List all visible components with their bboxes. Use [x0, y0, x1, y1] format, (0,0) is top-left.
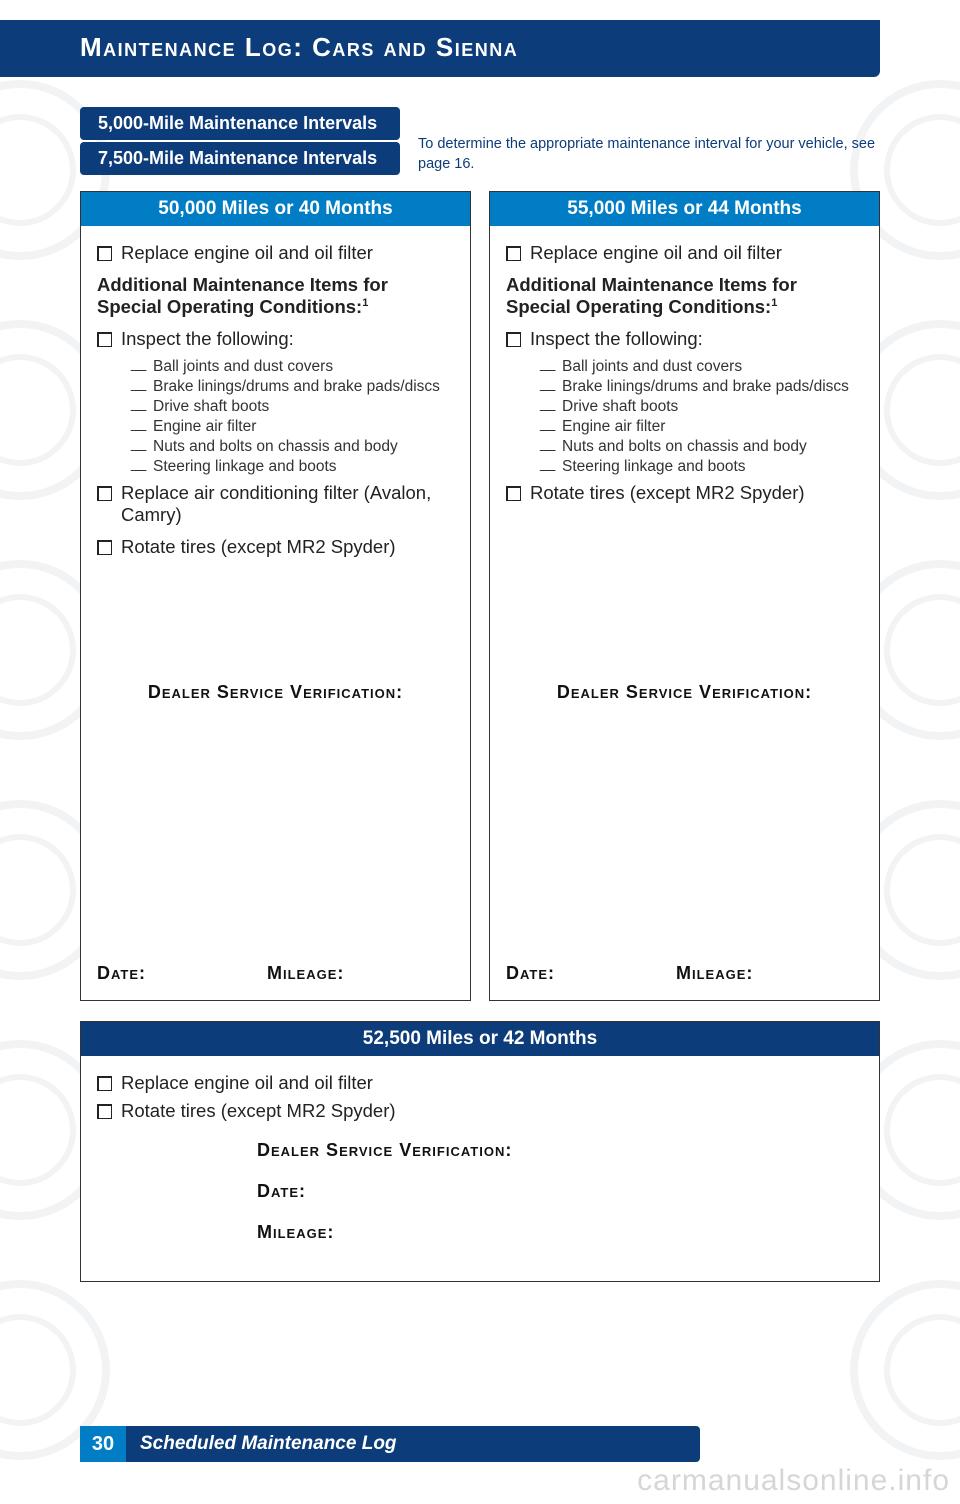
- sub-item: Engine air filter: [137, 418, 454, 436]
- sub-item: Steering linkage and boots: [137, 458, 454, 476]
- sub-item: Nuts and bolts on chassis and body: [546, 438, 863, 456]
- tab-5000-mile: 5,000-Mile Maintenance Intervals: [80, 107, 400, 140]
- additional-items-text: Additional Maintenance Items for Special…: [506, 274, 797, 317]
- dealer-verification-label: Dealer Service Verification:: [506, 682, 863, 703]
- check-rotate-tires: Rotate tires (except MR2 Spyder): [97, 1100, 863, 1122]
- check-rotate-tires: Rotate tires (except MR2 Spyder): [506, 482, 863, 504]
- card-52500-miles: 52,500 Miles or 42 Months Replace engine…: [80, 1021, 880, 1282]
- sub-item: Ball joints and dust covers: [546, 358, 863, 376]
- card-50000-miles: 50,000 Miles or 40 Months Replace engine…: [80, 191, 471, 1001]
- date-mileage-row: Date: Mileage:: [97, 963, 454, 990]
- date-label: Date:: [506, 963, 576, 984]
- inspect-sublist-55k: Ball joints and dust covers Brake lining…: [546, 356, 863, 478]
- footnote-sup: 1: [362, 297, 368, 309]
- sub-item: Brake linings/drums and brake pads/discs: [546, 378, 863, 396]
- dealer-verification-label: Dealer Service Verification:: [97, 682, 454, 703]
- sub-item: Drive shaft boots: [137, 398, 454, 416]
- additional-items-heading: Additional Maintenance Items for Special…: [97, 274, 454, 318]
- additional-items-text: Additional Maintenance Items for Special…: [97, 274, 388, 317]
- footer-bar: 30 Scheduled Maintenance Log: [80, 1426, 700, 1462]
- check-inspect: Inspect the following:: [97, 328, 454, 350]
- check-inspect: Inspect the following:: [506, 328, 863, 350]
- footer-label: Scheduled Maintenance Log: [126, 1426, 700, 1462]
- mileage-label: Mileage:: [267, 963, 344, 984]
- date-label: Date:: [257, 1181, 863, 1202]
- sub-item: Steering linkage and boots: [546, 458, 863, 476]
- card-50k-header: 50,000 Miles or 40 Months: [81, 192, 470, 226]
- mileage-label: Mileage:: [257, 1222, 863, 1243]
- date-mileage-row: Date: Mileage:: [506, 963, 863, 990]
- mileage-label: Mileage:: [676, 963, 753, 984]
- additional-items-heading: Additional Maintenance Items for Special…: [506, 274, 863, 318]
- interval-note: To determine the appropriate maintenance…: [418, 107, 880, 174]
- date-label: Date:: [97, 963, 167, 984]
- dealer-verification-label: Dealer Service Verification:: [257, 1140, 863, 1161]
- check-replace-oil: Replace engine oil and oil filter: [97, 1072, 863, 1094]
- check-rotate-tires: Rotate tires (except MR2 Spyder): [97, 536, 454, 558]
- inspect-sublist-50k: Ball joints and dust covers Brake lining…: [137, 356, 454, 478]
- sub-item: Engine air filter: [546, 418, 863, 436]
- sub-item: Nuts and bolts on chassis and body: [137, 438, 454, 456]
- check-replace-oil: Replace engine oil and oil filter: [506, 242, 863, 264]
- check-ac-filter: Replace air conditioning filter (Avalon,…: [97, 482, 454, 526]
- interval-tabs-row: 5,000-Mile Maintenance Intervals 7,500-M…: [80, 107, 880, 175]
- card-55000-miles: 55,000 Miles or 44 Months Replace engine…: [489, 191, 880, 1001]
- watermark-text: carmanualsonline.info: [637, 1464, 950, 1498]
- sub-item: Drive shaft boots: [546, 398, 863, 416]
- card-52k-header: 52,500 Miles or 42 Months: [81, 1022, 879, 1056]
- page-number: 30: [80, 1426, 126, 1462]
- tab-7500-mile: 7,500-Mile Maintenance Intervals: [80, 142, 400, 175]
- sub-item: Brake linings/drums and brake pads/discs: [137, 378, 454, 396]
- card-55k-header: 55,000 Miles or 44 Months: [490, 192, 879, 226]
- footnote-sup: 1: [771, 297, 777, 309]
- sub-item: Ball joints and dust covers: [137, 358, 454, 376]
- check-replace-oil: Replace engine oil and oil filter: [97, 242, 454, 264]
